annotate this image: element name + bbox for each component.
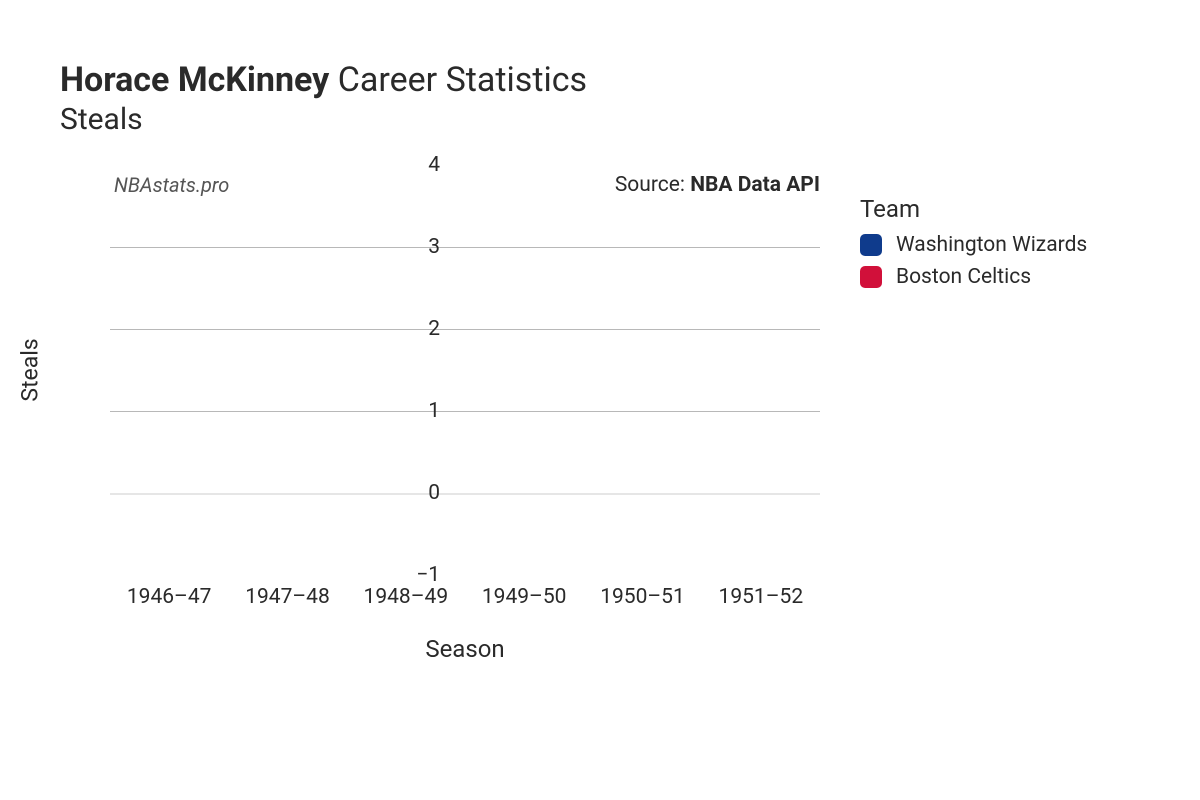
x-tick-label: 1951–52 [719,585,804,609]
legend-swatch [860,266,882,288]
x-tick-label: 1949–50 [482,585,567,609]
y-tick-label: −1 [400,563,440,587]
y-tick-label: 1 [400,399,440,423]
legend-item: Washington Wizards [860,233,1087,257]
gridline [110,411,820,412]
source-prefix: Source: [615,173,690,197]
legend-item: Boston Celtics [860,265,1087,289]
x-axis-label: Season [110,635,820,663]
y-tick-label: 0 [400,481,440,505]
gridline [110,247,820,248]
x-tick-label: 1948–49 [364,585,449,609]
chart-subtitle: Steals [60,102,1160,137]
y-axis-label: Steals [17,338,44,401]
watermark: NBAstats.pro [114,173,229,197]
legend: Team Washington Wizards Boston Celtics [860,195,1087,297]
header: Horace McKinney Career Statistics Steals [60,60,1160,137]
gridline [110,329,820,330]
y-tick-label: 3 [400,235,440,259]
legend-swatch [860,234,882,256]
chart-area: Steals NBAstats.pro Source: NBA Data API… [60,165,1160,725]
chart-title-line1: Horace McKinney Career Statistics [60,60,1160,100]
legend-title: Team [860,195,1087,223]
x-tick-label: 1946–47 [127,585,212,609]
x-tick-label: 1950–51 [600,585,685,609]
y-tick-label: 2 [400,317,440,341]
title-suffix: Career Statistics [338,60,587,100]
source-attribution: Source: NBA Data API [615,173,820,197]
legend-label: Boston Celtics [896,265,1031,289]
gridline [110,493,820,495]
plot-area: NBAstats.pro Source: NBA Data API [110,165,820,575]
legend-label: Washington Wizards [896,233,1087,257]
x-tick-label: 1947–48 [245,585,330,609]
y-tick-label: 4 [400,153,440,177]
source-name: NBA Data API [690,173,820,197]
player-name: Horace McKinney [60,60,329,100]
